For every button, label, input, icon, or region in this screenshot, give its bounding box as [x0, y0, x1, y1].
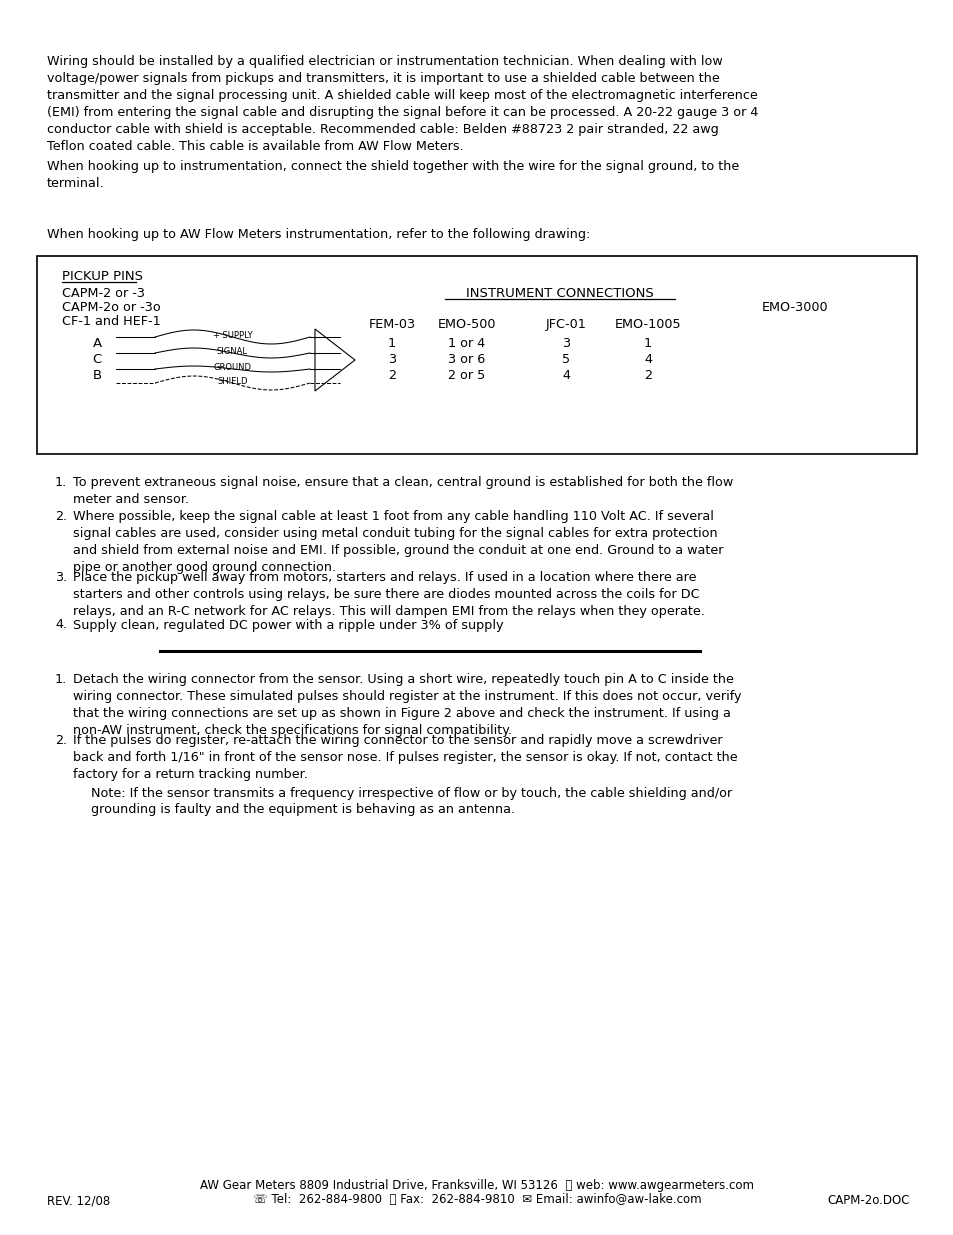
Text: When hooking up to AW Flow Meters instrumentation, refer to the following drawin: When hooking up to AW Flow Meters instru…	[47, 228, 590, 241]
Text: To prevent extraneous signal noise, ensure that a clean, central ground is estab: To prevent extraneous signal noise, ensu…	[73, 475, 733, 506]
Text: EMO-3000: EMO-3000	[761, 301, 828, 314]
Text: 5: 5	[561, 353, 570, 366]
Text: CAPM-2 or -3: CAPM-2 or -3	[62, 287, 145, 300]
Text: 1 or 4: 1 or 4	[448, 337, 485, 350]
Text: ☏ Tel:  262-884-9800  ⌖ Fax:  262-884-9810  ✉ Email: awinfo@aw-lake.com: ☏ Tel: 262-884-9800 ⌖ Fax: 262-884-9810 …	[253, 1193, 700, 1207]
Text: 2 or 5: 2 or 5	[448, 369, 485, 382]
Text: 1: 1	[643, 337, 652, 350]
Text: GROUND: GROUND	[213, 363, 252, 372]
Text: Note: If the sensor transmits a frequency irrespective of flow or by touch, the : Note: If the sensor transmits a frequenc…	[91, 787, 732, 816]
Text: 2.: 2.	[55, 510, 67, 522]
Text: CAPM-2o or -3o: CAPM-2o or -3o	[62, 301, 161, 314]
Text: + SUPPLY: + SUPPLY	[213, 331, 252, 340]
Text: Supply clean, regulated DC power with a ripple under 3% of supply: Supply clean, regulated DC power with a …	[73, 619, 503, 631]
Text: 1.: 1.	[55, 475, 67, 489]
Text: 2.: 2.	[55, 734, 67, 747]
Text: PICKUP PINS: PICKUP PINS	[62, 270, 143, 283]
Text: 1.: 1.	[55, 673, 67, 685]
Text: 3: 3	[388, 353, 395, 366]
Text: 4.: 4.	[55, 619, 67, 631]
Text: SIGNAL: SIGNAL	[216, 347, 248, 356]
Text: Place the pickup well away from motors, starters and relays. If used in a locati: Place the pickup well away from motors, …	[73, 571, 704, 618]
Text: REV. 12/08: REV. 12/08	[47, 1194, 111, 1207]
Text: AW Gear Meters 8809 Industrial Drive, Franksville, WI 53126  ⌖ web: www.awgearme: AW Gear Meters 8809 Industrial Drive, Fr…	[200, 1179, 753, 1192]
Bar	[37, 256, 916, 454]
Text: EMO-1005: EMO-1005	[614, 317, 680, 331]
Text: C: C	[92, 353, 102, 366]
Text: SHIELD: SHIELD	[217, 377, 248, 385]
Text: If the pulses do register, re-attach the wiring connector to the sensor and rapi: If the pulses do register, re-attach the…	[73, 734, 737, 781]
Text: 3 or 6: 3 or 6	[448, 353, 485, 366]
Text: CF-1 and HEF-1: CF-1 and HEF-1	[62, 315, 161, 329]
Text: FEM-03: FEM-03	[368, 317, 416, 331]
Text: 1: 1	[388, 337, 395, 350]
Text: INSTRUMENT CONNECTIONS: INSTRUMENT CONNECTIONS	[466, 287, 653, 300]
Text: 2: 2	[643, 369, 651, 382]
Text: 4: 4	[561, 369, 569, 382]
Text: B: B	[92, 369, 101, 382]
Text: 3.: 3.	[55, 571, 67, 584]
Text: JFC-01: JFC-01	[545, 317, 586, 331]
Text: Where possible, keep the signal cable at least 1 foot from any cable handling 11: Where possible, keep the signal cable at…	[73, 510, 722, 574]
Text: EMO-500: EMO-500	[437, 317, 496, 331]
Text: 4: 4	[643, 353, 651, 366]
Text: 3: 3	[561, 337, 570, 350]
Text: When hooking up to instrumentation, connect the shield together with the wire fo: When hooking up to instrumentation, conn…	[47, 161, 739, 190]
Text: CAPM-2o.DOC: CAPM-2o.DOC	[826, 1194, 909, 1207]
Text: Wiring should be installed by a qualified electrician or instrumentation technic: Wiring should be installed by a qualifie…	[47, 56, 758, 153]
Text: 2: 2	[388, 369, 395, 382]
Text: Detach the wiring connector from the sensor. Using a short wire, repeatedly touc: Detach the wiring connector from the sen…	[73, 673, 740, 737]
Text: A: A	[92, 337, 101, 350]
